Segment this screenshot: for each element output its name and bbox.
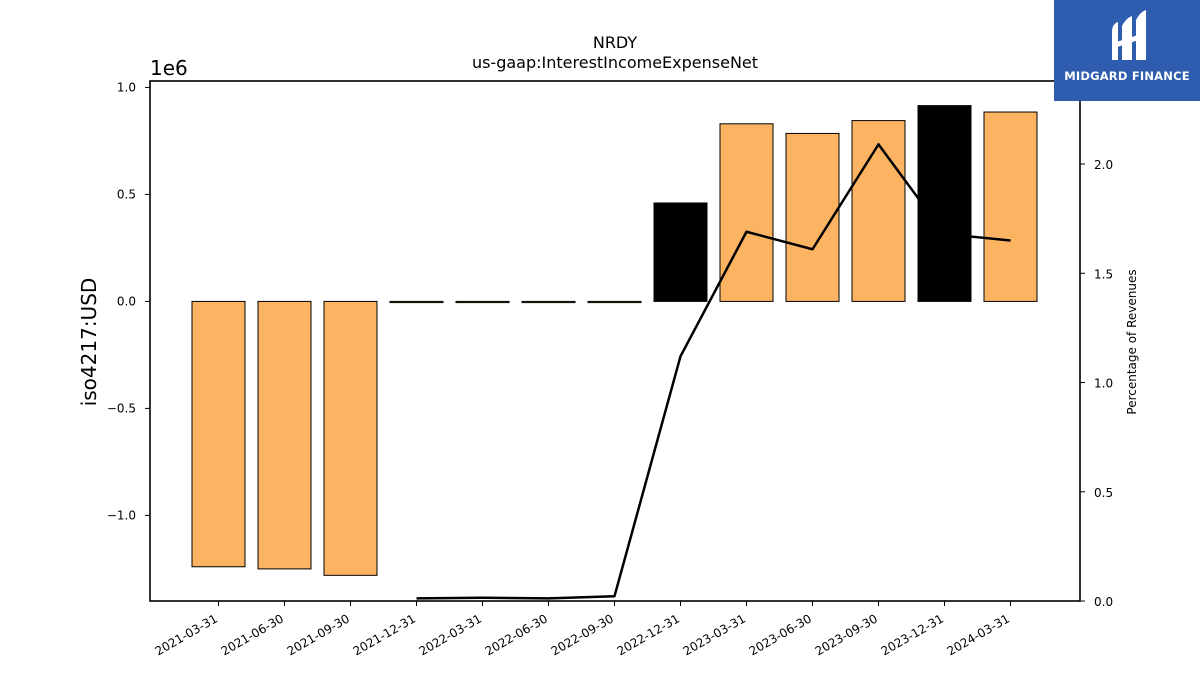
bar — [653, 202, 708, 302]
y2-axis-label: Percentage of Revenues — [1125, 269, 1139, 414]
x-tick-label: 2023-03-31 — [681, 611, 748, 658]
bar — [851, 120, 906, 302]
bar — [191, 300, 246, 568]
x-tick-label: 2022-12-31 — [615, 611, 682, 658]
y-tick-label: −1.0 — [107, 508, 136, 522]
x-tick-label: 2022-06-30 — [483, 611, 550, 658]
bar — [521, 300, 576, 304]
chart-title: NRDY — [593, 33, 638, 52]
line-series — [416, 143, 1011, 600]
y2-tick-label: 2.0 — [1094, 158, 1113, 172]
logo-text: MIDGARD FINANCE — [1064, 69, 1190, 83]
x-tick-label: 2023-06-30 — [747, 611, 814, 658]
y2-axis-ticks: 0.0 0.5 1.0 1.5 2.0 — [1080, 158, 1113, 609]
y-tick-label: −0.5 — [107, 401, 136, 415]
y2-tick-label: 0.5 — [1094, 486, 1113, 500]
x-tick-label: 2024-03-31 — [945, 611, 1012, 658]
logo-mark-icon — [1112, 10, 1146, 60]
y-tick-label: 1.0 — [117, 80, 136, 94]
x-tick-label: 2023-09-30 — [813, 611, 880, 658]
bar — [455, 300, 510, 304]
y2-tick-label: 0.0 — [1094, 595, 1113, 609]
y-tick-label: 0.5 — [117, 187, 136, 201]
bar — [983, 111, 1038, 302]
bar — [389, 300, 444, 304]
x-tick-label: 2022-09-30 — [549, 611, 616, 658]
y-axis-ticks: −1.0 −0.5 0.0 0.5 1.0 — [107, 80, 150, 522]
bar-series — [191, 105, 1038, 576]
x-axis-ticks: 2021-03-312021-06-302021-09-302021-12-31… — [153, 601, 1012, 658]
y-tick-label: 0.0 — [117, 294, 136, 308]
bar — [587, 300, 642, 304]
bar — [785, 132, 840, 302]
y2-tick-label: 1.0 — [1094, 377, 1113, 391]
x-tick-label: 2023-12-31 — [879, 611, 946, 658]
percentage-line — [416, 143, 1011, 600]
x-tick-label: 2021-06-30 — [219, 611, 286, 658]
x-tick-label: 2022-03-31 — [417, 611, 484, 658]
bar — [719, 123, 774, 302]
x-tick-label: 2021-03-31 — [153, 611, 220, 658]
y2-tick-label: 1.5 — [1094, 267, 1113, 281]
y-axis-label: iso4217:USD — [77, 278, 101, 407]
x-tick-label: 2021-09-30 — [285, 611, 352, 658]
chart-subtitle: us-gaap:InterestIncomeExpenseNet — [472, 53, 758, 72]
bar — [323, 300, 378, 576]
x-tick-label: 2021-12-31 — [351, 611, 418, 658]
bar — [917, 105, 972, 302]
midgard-finance-logo: MIDGARD FINANCE — [1054, 0, 1200, 101]
y-exponent-label: 1e6 — [150, 56, 188, 80]
bar — [257, 300, 312, 570]
